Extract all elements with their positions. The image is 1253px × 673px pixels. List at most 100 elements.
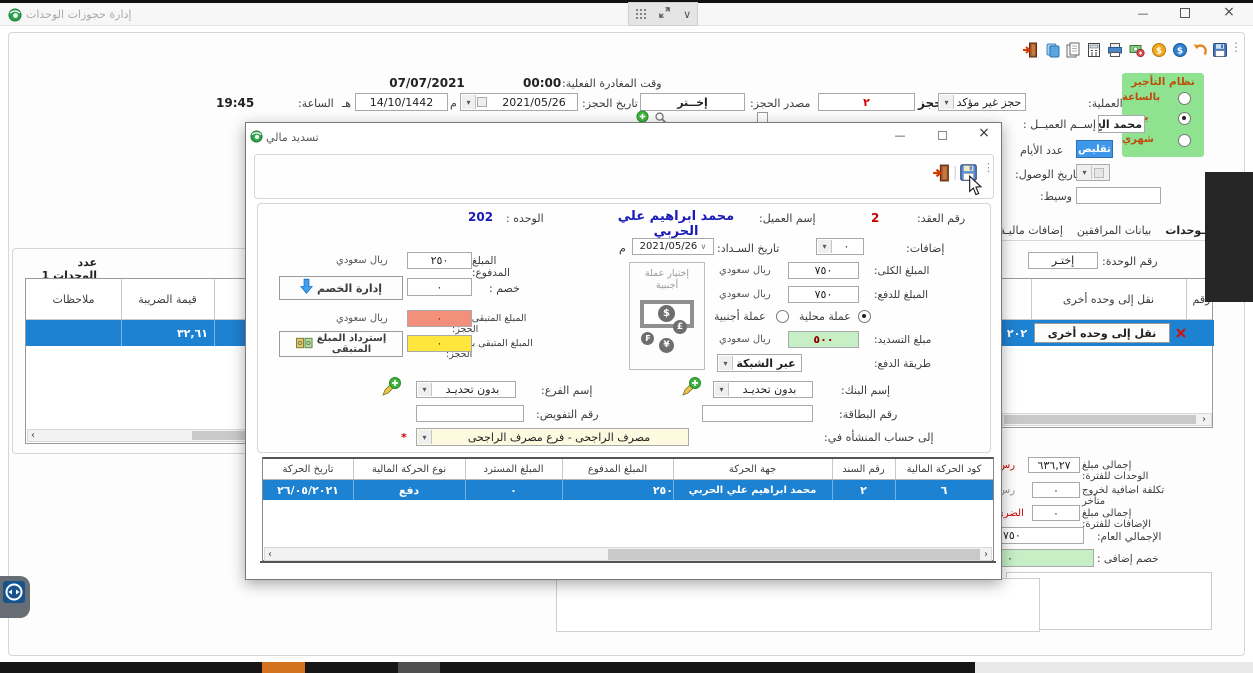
coin-icon[interactable]: $ [1151, 42, 1167, 58]
scroll-left-arrow[interactable]: ‹ [31, 430, 35, 441]
hijri-date-input[interactable]: 14/10/1442 [355, 93, 448, 111]
radio-monthly[interactable] [1178, 134, 1191, 150]
dropdown-arrow-icon[interactable]: ▾ [418, 383, 432, 396]
currency-suffix: ريال سعودي [336, 255, 388, 266]
taskbar[interactable] [0, 662, 1253, 673]
scrollbar-thumb[interactable] [1004, 415, 1196, 424]
grid-icon[interactable] [634, 8, 647, 20]
left-grid-row[interactable]: ٣٢,٦١ [26, 320, 248, 346]
save-icon[interactable] [959, 163, 978, 182]
minimize-button[interactable]: — [1137, 7, 1149, 20]
add-branch-icon[interactable] [379, 377, 401, 399]
payment-amount-input[interactable]: ٥٠٠ [788, 331, 859, 348]
tab-units[interactable]: الـوحدات [1165, 224, 1213, 237]
due-amount-input[interactable]: ٧٥٠ [788, 286, 859, 303]
client-name-input[interactable]: محمد الح [1098, 115, 1145, 133]
taskbar-app[interactable] [398, 662, 440, 673]
chevron-down-icon[interactable]: ∨ [683, 7, 692, 21]
scroll-left-arrow[interactable]: ‹ [268, 549, 272, 560]
maximize-button[interactable] [1180, 8, 1190, 18]
dropdown-arrow-icon[interactable]: ▾ [818, 240, 832, 253]
auth-no-input[interactable] [416, 405, 524, 422]
total-units-suffix: رس [998, 460, 1016, 471]
units-grid-row[interactable]: ٢٠٢ نقل إلى وحده أخرى [1001, 320, 1214, 346]
dropdown-arrow-icon[interactable]: ▾ [418, 430, 432, 444]
booking-no-input[interactable]: ٢ [818, 93, 915, 111]
save-icon[interactable] [1212, 42, 1228, 58]
copy-icon[interactable] [1045, 42, 1061, 58]
transfer-unit-button[interactable]: نقل إلى وحده أخرى [1034, 323, 1170, 343]
additions-select[interactable]: ▾ ٠ [816, 238, 864, 255]
manage-discount-button[interactable]: إدارة الخصم [279, 276, 403, 300]
exit-icon[interactable] [1022, 42, 1038, 58]
dialog-maximize-button[interactable] [938, 131, 947, 140]
dialog-toolbar-dots[interactable]: ⋮ [983, 161, 994, 174]
card-no-input[interactable] [702, 405, 813, 422]
scroll-right-arrow[interactable]: › [1202, 414, 1206, 425]
remote-control-dock[interactable] [0, 576, 30, 618]
dropdown-arrow-icon[interactable]: ▾ [715, 383, 729, 396]
shrink-button[interactable]: تقليص [1076, 140, 1113, 158]
add-icon[interactable] [636, 110, 649, 123]
screenshare-widget[interactable]: ∨ [628, 2, 698, 26]
units-grid-hscrollbar[interactable]: › [1002, 413, 1212, 426]
radio-monthly-label[interactable]: شهري [1122, 134, 1154, 145]
total-amount-input[interactable]: ٧٥٠ [788, 262, 859, 279]
money-transfer-icon[interactable] [1129, 42, 1145, 58]
left-grid-hscrollbar[interactable]: ‹ [27, 429, 246, 442]
tab-financial-additions[interactable]: إضافات ماليـة [1000, 224, 1063, 237]
unit-no-select[interactable]: إختـر [1028, 252, 1098, 269]
operation-select[interactable]: ▾ حجز غير مؤكد [938, 93, 1026, 111]
taskbar-active-app[interactable] [262, 662, 305, 673]
agent-input[interactable] [1076, 187, 1161, 204]
toolbar-overflow-dots[interactable]: ⋮ [1230, 40, 1242, 54]
bank-select[interactable]: ▾ بدون تحديـد [713, 381, 813, 398]
payment-method-select[interactable]: ▾ عبر الشبكة [717, 354, 802, 372]
delete-x-icon[interactable] [1175, 327, 1187, 339]
calculator-icon[interactable] [1086, 42, 1102, 58]
documents-icon[interactable] [1065, 42, 1081, 58]
source-choose-input[interactable]: إخــتر [640, 93, 745, 111]
branch-select[interactable]: ▾ بدون تحديـد [416, 381, 516, 398]
pick-foreign-currency-button[interactable]: إختيار عملة أجنبية $ £ ₣ ¥ [629, 262, 705, 370]
refund-remaining-button[interactable]: إسترداد المبلغ المتبقى [279, 331, 403, 357]
transactions-hscrollbar[interactable]: ‹ › [264, 547, 992, 561]
add-bank-icon[interactable] [679, 377, 701, 399]
scrollbar-thumb[interactable] [192, 431, 246, 440]
remote-control-icon[interactable] [3, 581, 25, 603]
radio-hourly[interactable] [1178, 92, 1191, 108]
scroll-right-arrow[interactable]: › [984, 549, 988, 560]
account-select[interactable]: ▾ مصرف الراجحى - فرع مصرف الراجحى [416, 428, 689, 446]
right-notes-box[interactable] [1006, 572, 1212, 630]
close-button[interactable]: × [1223, 4, 1235, 20]
printer-icon[interactable] [1107, 42, 1123, 58]
extra-discount-input[interactable]: ٠ [996, 549, 1094, 567]
radio-foreign-currency[interactable] [776, 310, 789, 326]
blue-down-arrow-icon [299, 278, 313, 298]
paid-amount-input[interactable]: ٢٥٠ [407, 252, 472, 269]
radio-local-currency[interactable] [858, 310, 871, 326]
scrollbar-thumb[interactable] [608, 549, 980, 560]
dollar-coin-icon[interactable]: $ [1172, 42, 1188, 58]
arrival-date-picker[interactable]: ▾ [1076, 164, 1110, 181]
cell-party: محمد ابراهيم علي الحربي [688, 484, 817, 496]
dropdown-arrow-icon[interactable]: ▾ [719, 356, 733, 370]
dropdown-arrow-icon[interactable]: ▾ [462, 95, 476, 109]
dialog-close-button[interactable]: × [978, 125, 990, 141]
bottom-notes-box[interactable] [556, 578, 1040, 632]
expand-icon[interactable] [658, 6, 671, 22]
dialog-minimize-button[interactable]: — [894, 129, 906, 142]
radio-daily[interactable] [1178, 112, 1191, 128]
exit-icon[interactable] [932, 164, 950, 182]
radio-hourly-label[interactable]: بالساعة [1122, 92, 1161, 103]
taskbar-tray[interactable] [975, 662, 1253, 673]
paydate-picker[interactable]: 2021/05/26 ∨ [632, 238, 714, 255]
transaction-row[interactable]: ٦ ٢ محمد ابراهيم علي الحربي ٢٥٠ ٠ دفع ٢٦… [263, 480, 993, 500]
booking-date-picker[interactable]: ▾ 2021/05/26 [460, 93, 578, 111]
dropdown-arrow-icon[interactable]: ▾ [940, 95, 954, 109]
discount-input[interactable]: ٠ [407, 278, 472, 296]
radio-local-currency-label[interactable]: عملة محلية [799, 310, 851, 323]
undo-icon[interactable] [1192, 42, 1208, 58]
radio-foreign-currency-label[interactable]: عملة أجنبية [714, 310, 766, 323]
tab-companions[interactable]: بيانات المرافقين [1076, 224, 1152, 237]
